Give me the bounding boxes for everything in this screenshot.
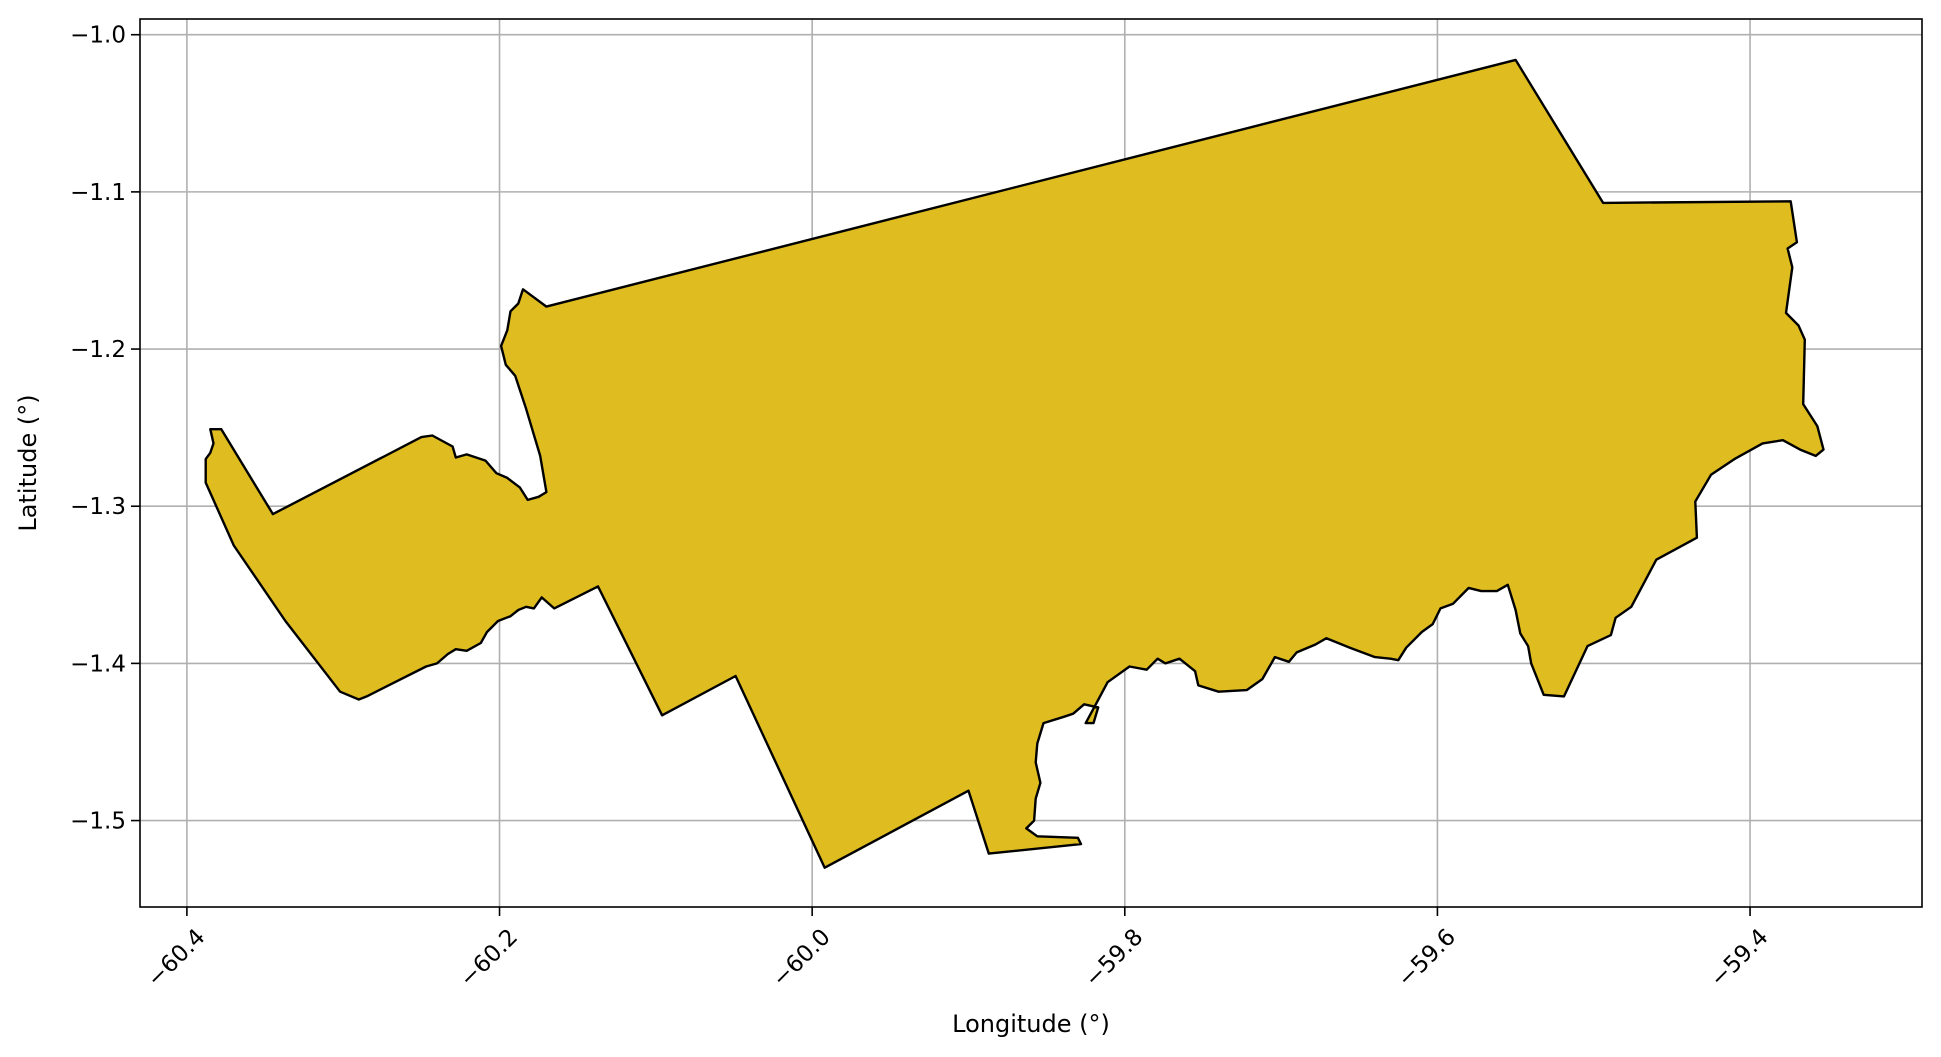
x-tick-label: −60.4 bbox=[142, 924, 210, 992]
x-axis-label: Longitude (°) bbox=[952, 1010, 1110, 1038]
region-polygon bbox=[204, 58, 1825, 869]
y-tick-label: −1.5 bbox=[70, 809, 126, 835]
x-tick-label: −60.0 bbox=[767, 924, 835, 992]
x-tick-label: −60.2 bbox=[455, 924, 523, 992]
x-tick-label: −59.8 bbox=[1080, 924, 1148, 992]
y-tick-label: −1.4 bbox=[70, 651, 126, 677]
x-tick-label: −59.6 bbox=[1393, 924, 1461, 992]
y-tick-label: −1.3 bbox=[70, 494, 126, 520]
y-tick-label: −1.2 bbox=[70, 337, 126, 363]
plot-frame bbox=[139, 18, 1923, 908]
y-tick-label: −1.0 bbox=[70, 23, 126, 49]
y-axis-label: Latitude (°) bbox=[14, 394, 42, 531]
x-tick-label: −59.4 bbox=[1705, 924, 1773, 992]
y-tick-label: −1.1 bbox=[70, 180, 126, 206]
